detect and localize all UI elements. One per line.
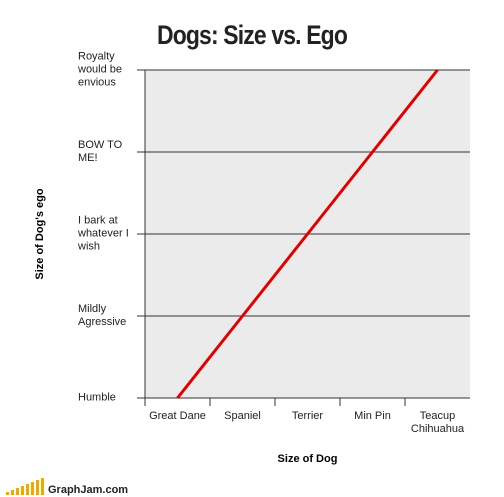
chart-title: Dogs: Size vs. Ego xyxy=(156,20,348,50)
watermark: GraphJam.com xyxy=(48,484,129,496)
y-tick-label: Humble xyxy=(78,391,116,404)
x-tick-label: Great Dane xyxy=(149,410,206,422)
x-axis-label: Size of Dog xyxy=(277,453,338,465)
y-axis-label: Size of Dog's ego xyxy=(34,188,46,280)
x-tick-label: Terrier xyxy=(291,410,324,422)
y-tick-label: I bark at whatever I wish xyxy=(78,214,129,253)
x-tick-label: Spaniel xyxy=(224,410,261,422)
y-tick-label: Royalty would be envious xyxy=(78,50,123,89)
logo xyxy=(6,478,44,495)
line xyxy=(176,69,439,399)
x-tick-label: Min Pin xyxy=(354,410,391,422)
x-tick-label: Teacup Chihuahua xyxy=(410,410,465,435)
y-tick-label: BOW TO ME! xyxy=(78,139,123,164)
y-tick-label: Mildly Agressive xyxy=(78,303,127,328)
